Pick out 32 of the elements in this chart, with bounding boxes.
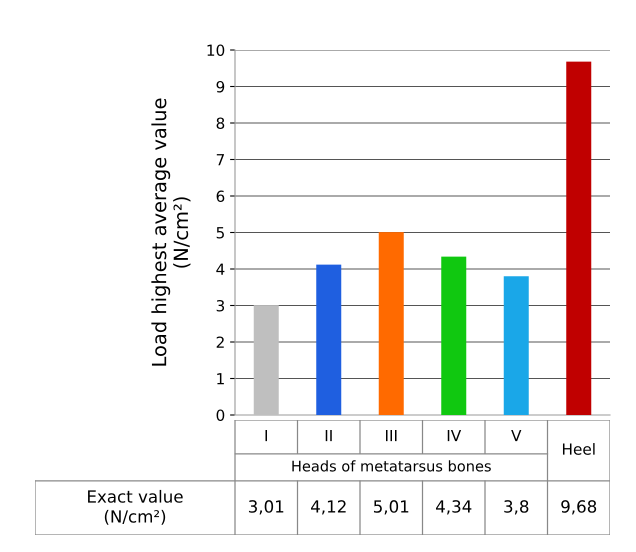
x-tick-label: I bbox=[265, 430, 267, 442]
data-label: 9,68 bbox=[561, 500, 596, 514]
bar bbox=[254, 305, 279, 415]
data-label: 4,34 bbox=[436, 500, 472, 514]
bar bbox=[441, 256, 466, 415]
text: Heads of metatarsus bones bbox=[292, 460, 491, 472]
x-tick-label: II bbox=[326, 430, 332, 442]
y-tick-label: 8 bbox=[216, 117, 224, 130]
x-tick-label: IV bbox=[448, 430, 462, 442]
x-tick-label: III bbox=[386, 430, 397, 442]
y-tick-label: 2 bbox=[216, 336, 224, 348]
data-label: 3,8 bbox=[504, 500, 528, 514]
y-tick-label: 3 bbox=[216, 300, 224, 312]
x-tick-label: Heel bbox=[562, 443, 595, 455]
data-label: 5,01 bbox=[374, 500, 408, 514]
bar bbox=[378, 232, 404, 415]
y-tick-label: 0 bbox=[216, 409, 224, 422]
y-tick-label: 4 bbox=[216, 264, 224, 275]
y-tick-label: 7 bbox=[216, 154, 224, 166]
data-label: 4,12 bbox=[311, 500, 346, 514]
y-tick-label: 9 bbox=[216, 80, 224, 93]
x-tick-label: V bbox=[511, 430, 522, 442]
y-tick-label: 6 bbox=[216, 190, 224, 202]
y-tick-label: 1 bbox=[217, 373, 224, 384]
y-tick-label: 5 bbox=[216, 227, 224, 239]
y-axis-title: Load highest average value (N/cm²) bbox=[151, 98, 190, 366]
bar bbox=[316, 264, 342, 415]
data-label: 3,01 bbox=[248, 500, 284, 514]
text: Exact value (N/cm²) bbox=[88, 490, 183, 525]
bar bbox=[504, 276, 529, 415]
y-tick-label: 10 bbox=[208, 44, 224, 56]
bar bbox=[566, 62, 592, 415]
